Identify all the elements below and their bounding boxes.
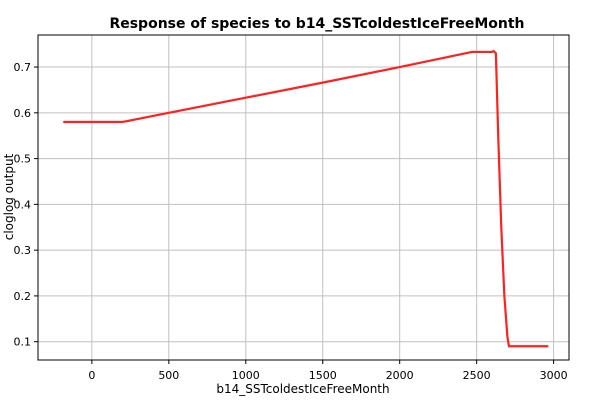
y-tick-label: 0.6 xyxy=(14,107,32,120)
series-group xyxy=(63,49,549,348)
x-tick-label: 0 xyxy=(88,369,95,382)
x-tick-label: 500 xyxy=(158,369,179,382)
plot-frame xyxy=(37,34,570,361)
x-tick-label: 2500 xyxy=(463,369,491,382)
y-axis-ticks: 0.1 0.2 0.3 0.4 0.5 0.6 0.7 xyxy=(14,61,38,349)
x-axis-ticks: 0 500 1000 1500 2000 2500 3000 xyxy=(88,360,568,382)
y-tick-label: 0.4 xyxy=(14,198,32,211)
x-tick-label: 1500 xyxy=(309,369,337,382)
y-axis-label: cloglog output xyxy=(2,153,16,240)
y-tick-label: 0.5 xyxy=(14,153,32,166)
y-tick-label: 0.1 xyxy=(14,336,32,349)
x-tick-label: 3000 xyxy=(540,369,568,382)
x-tick-label: 1000 xyxy=(232,369,260,382)
grid xyxy=(38,35,569,360)
response-curve xyxy=(63,49,549,348)
x-tick-label: 2000 xyxy=(386,369,414,382)
y-tick-label: 0.2 xyxy=(14,290,32,303)
y-tick-label: 0.3 xyxy=(14,244,32,257)
x-axis-label: b14_SSTcoldestIceFreeMonth xyxy=(216,382,389,396)
y-tick-label: 0.7 xyxy=(14,61,32,74)
chart-title: Response of species to b14_SSTcoldestIce… xyxy=(109,16,524,32)
plot-area xyxy=(38,35,569,360)
